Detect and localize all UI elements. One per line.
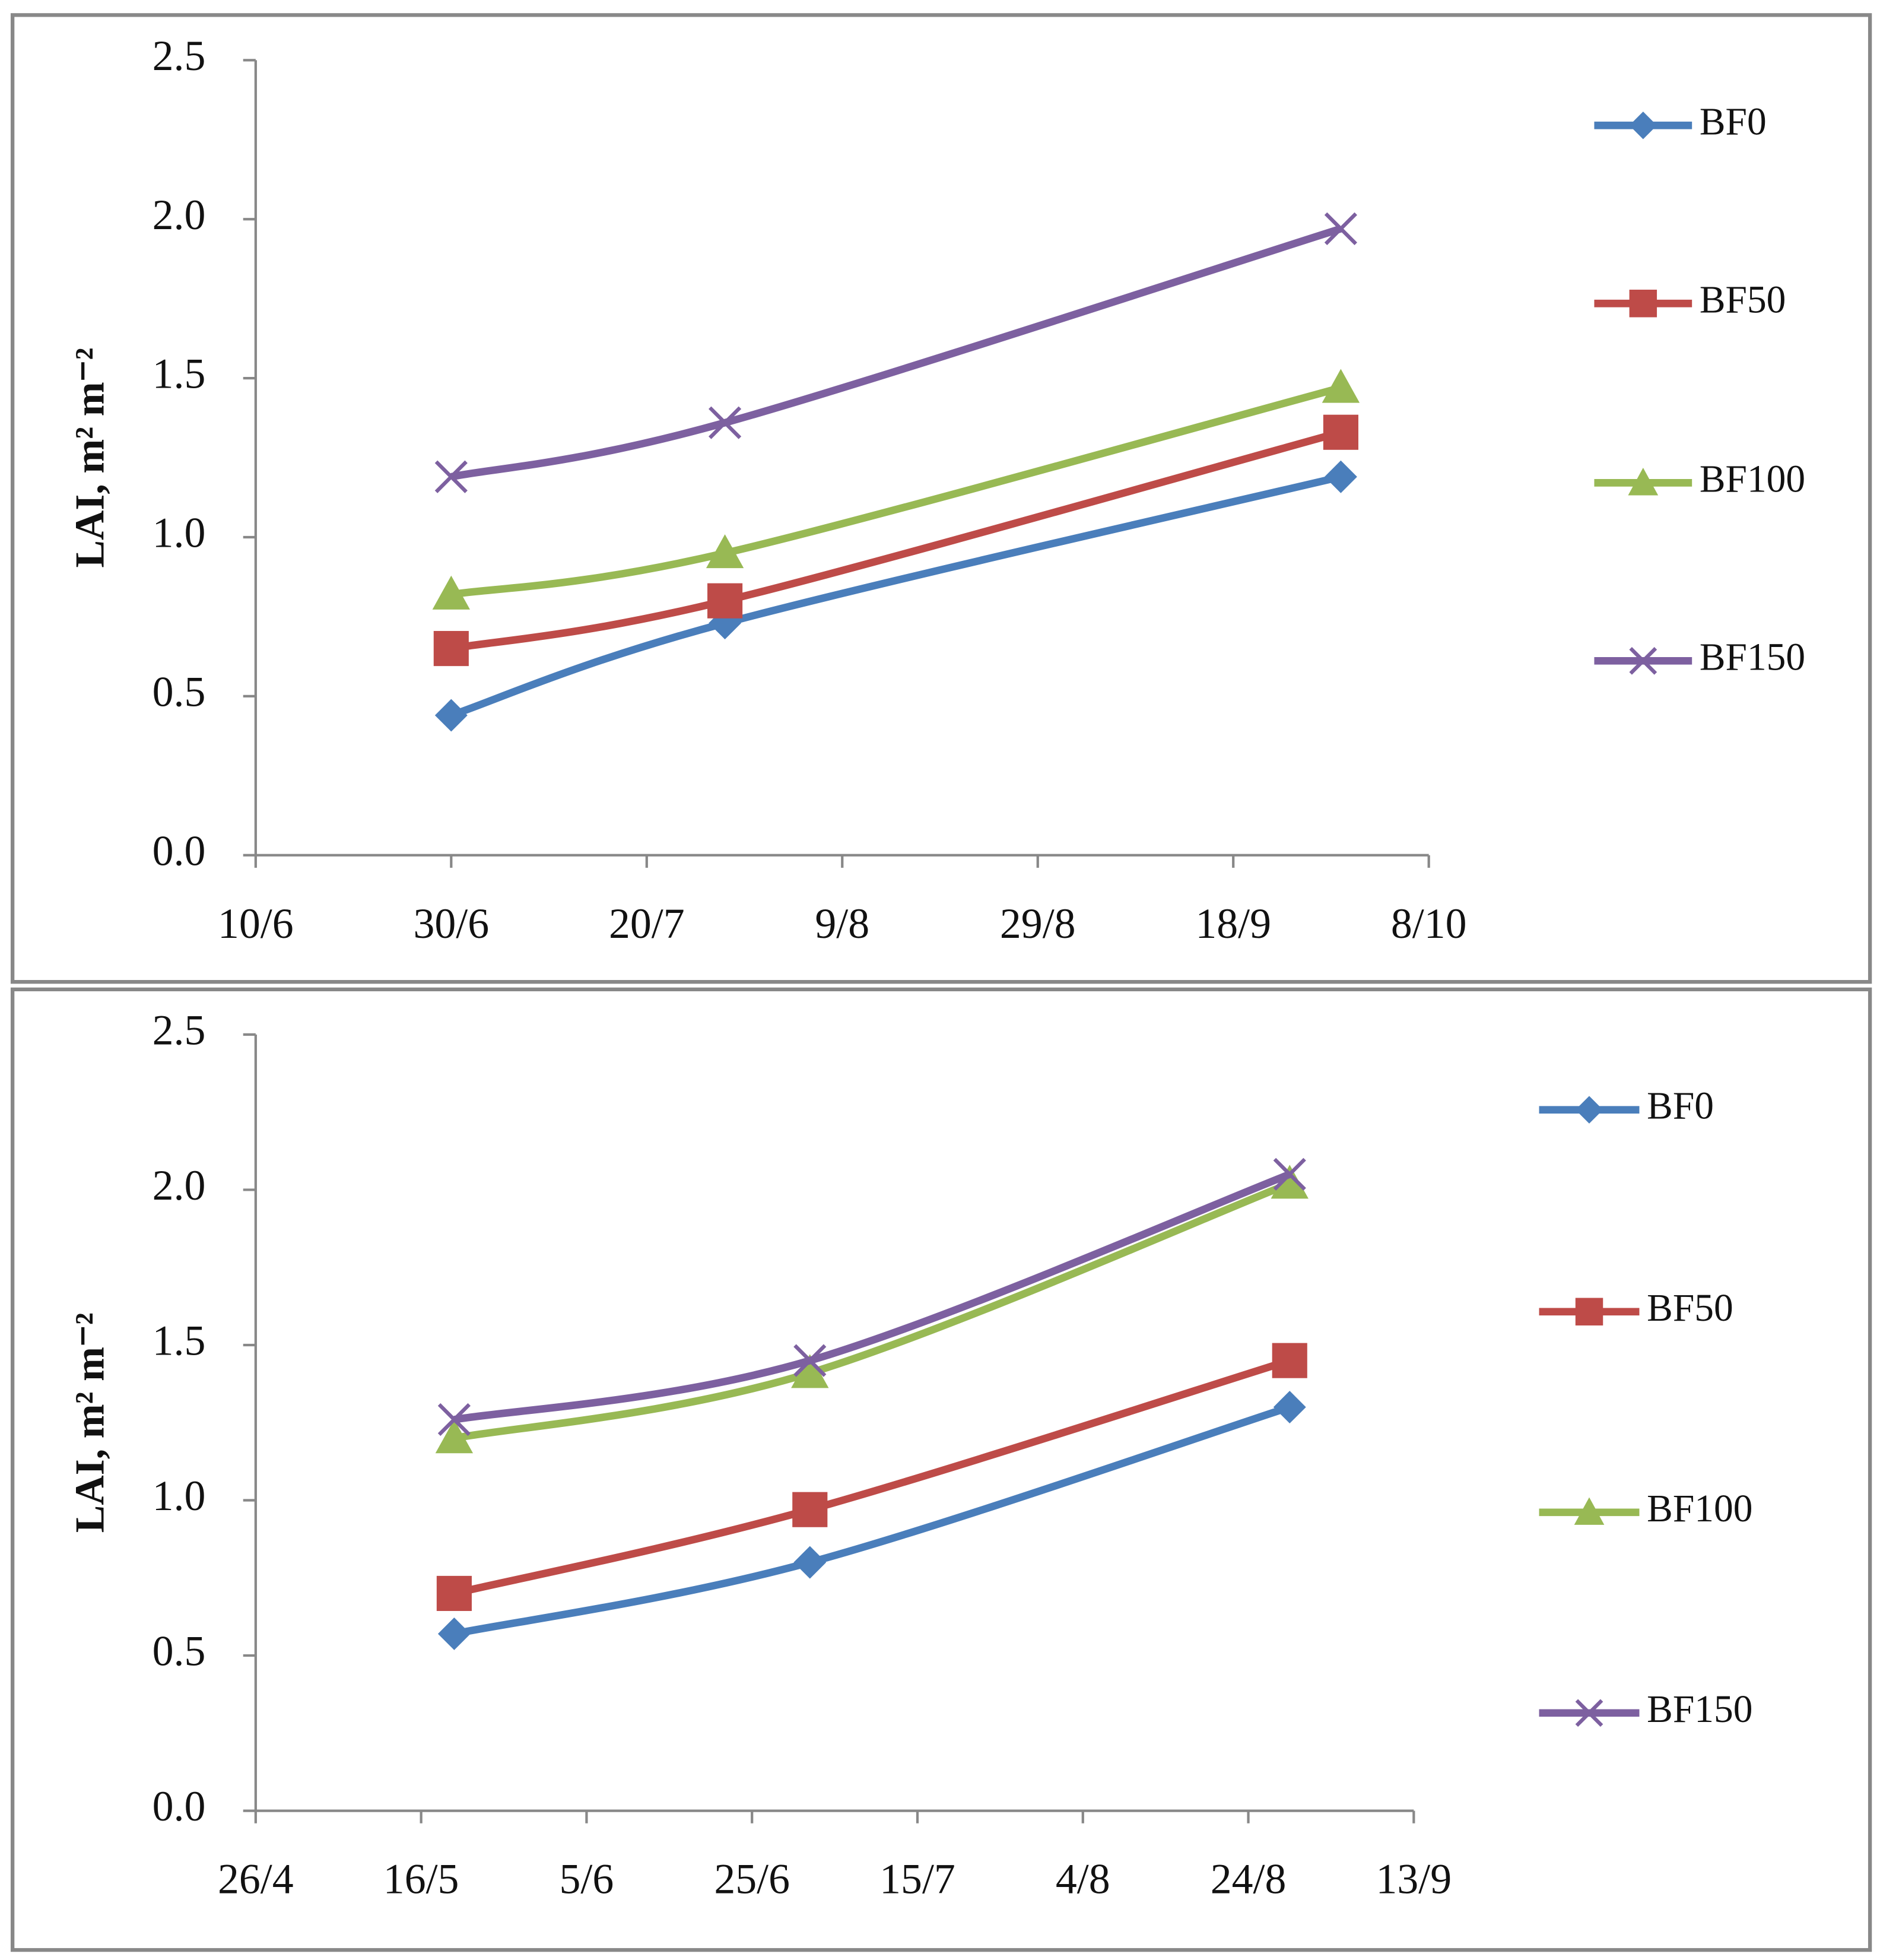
series-line <box>450 473 1342 719</box>
series-line <box>453 1180 1291 1442</box>
marker <box>1323 414 1358 450</box>
legend-label: BF50 <box>1647 1287 1733 1330</box>
marker <box>1324 460 1357 493</box>
x-tick-label: 10/6 <box>218 900 294 947</box>
legend-label: BF150 <box>1647 1688 1752 1731</box>
x-tick-label: 9/8 <box>815 900 869 947</box>
x-tick-label: 18/9 <box>1195 900 1271 947</box>
marker <box>1273 1157 1306 1191</box>
series-line <box>453 1171 1291 1423</box>
marker <box>1271 1165 1309 1199</box>
legend-label: BF100 <box>1647 1488 1752 1530</box>
panel-border <box>10 987 1872 1952</box>
marker <box>707 583 743 619</box>
legend-marker <box>1629 112 1657 139</box>
y-tick-label: 1.0 <box>153 509 206 557</box>
series-line <box>453 1357 1291 1597</box>
marker <box>437 1403 471 1436</box>
marker <box>436 1575 472 1612</box>
legend-marker <box>1575 1096 1603 1124</box>
x-tick-label: 29/8 <box>1000 900 1076 947</box>
y-tick-label: 2.0 <box>153 1162 206 1209</box>
y-tick-label: 1.5 <box>153 1317 206 1364</box>
x-tick-label: 15/7 <box>879 1856 955 1903</box>
series-line <box>450 225 1342 481</box>
marker <box>706 534 744 569</box>
legend-marker <box>1629 290 1657 318</box>
legend-label: BF50 <box>1700 278 1786 321</box>
marker <box>434 699 468 732</box>
x-tick-label: 25/6 <box>714 1856 790 1903</box>
x-tick-label: 26/4 <box>218 1856 294 1903</box>
marker <box>433 630 469 667</box>
marker <box>1324 212 1358 245</box>
panel-border <box>10 13 1872 984</box>
marker <box>793 1546 827 1579</box>
x-tick-label: 13/9 <box>1376 1856 1452 1903</box>
legend-marker <box>1575 1699 1603 1727</box>
legend-label: BF0 <box>1700 100 1767 143</box>
y-axis-label: LAI, m² m⁻² <box>67 1312 113 1533</box>
legend-label: BF100 <box>1700 458 1805 500</box>
legend-marker <box>1575 1298 1603 1326</box>
y-tick-label: 1.0 <box>153 1472 206 1520</box>
marker <box>793 1344 827 1377</box>
y-tick-label: 0.0 <box>153 827 206 874</box>
y-tick-label: 0.5 <box>153 1628 206 1675</box>
marker <box>792 1492 828 1527</box>
marker <box>1273 1391 1306 1424</box>
x-tick-label: 24/8 <box>1211 1856 1287 1903</box>
legend-marker <box>1574 1497 1605 1525</box>
series-line <box>450 384 1342 598</box>
x-tick-label: 20/7 <box>609 900 685 947</box>
marker <box>437 1617 471 1650</box>
x-tick-label: 16/5 <box>383 1856 459 1903</box>
y-tick-label: 2.5 <box>153 1006 206 1054</box>
marker <box>432 575 470 610</box>
legend-marker <box>1628 468 1659 496</box>
legend-marker <box>1629 646 1657 675</box>
y-tick-label: 2.0 <box>153 191 206 239</box>
marker <box>434 460 468 493</box>
y-tick-label: 2.5 <box>153 32 206 80</box>
x-tick-label: 5/6 <box>560 1856 614 1903</box>
y-tick-label: 1.5 <box>153 350 206 398</box>
legend-label: BF0 <box>1647 1085 1714 1128</box>
series-line <box>453 1403 1291 1638</box>
y-axis-label: LAI, m² m⁻² <box>67 348 113 568</box>
x-tick-label: 4/8 <box>1056 1856 1110 1903</box>
y-tick-label: 0.0 <box>153 1783 206 1830</box>
marker <box>708 406 742 439</box>
marker <box>1272 1343 1307 1378</box>
y-tick-label: 0.5 <box>153 668 206 715</box>
x-tick-label: 8/10 <box>1391 900 1467 947</box>
x-tick-label: 30/6 <box>414 900 490 947</box>
marker <box>1322 369 1360 403</box>
marker <box>791 1354 829 1388</box>
marker <box>435 1419 474 1454</box>
legend-label: BF150 <box>1700 636 1805 678</box>
series-line <box>450 429 1342 652</box>
